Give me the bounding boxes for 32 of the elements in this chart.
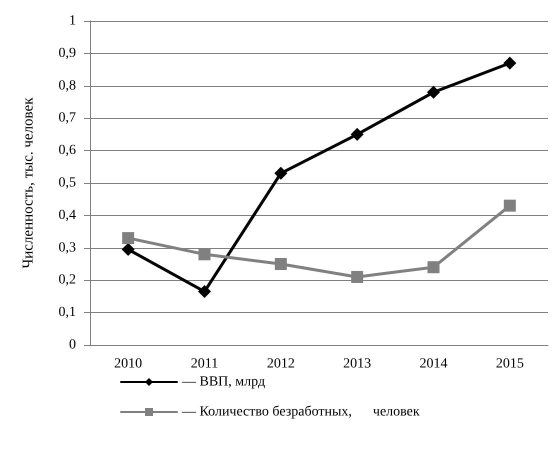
y-axis-title: Численность, тыс. человек bbox=[20, 96, 36, 268]
point bbox=[351, 270, 364, 283]
legend-label: — Количество безработных, человек bbox=[181, 404, 420, 420]
y-tick-label: 0,8 bbox=[58, 78, 76, 94]
x-tick-label: 2013 bbox=[343, 356, 372, 372]
point bbox=[122, 232, 134, 244]
y-tick-label: 0,3 bbox=[58, 240, 76, 256]
point bbox=[198, 248, 210, 260]
y-tick-label: 0,9 bbox=[58, 46, 76, 61]
point bbox=[350, 128, 364, 141]
point bbox=[503, 56, 516, 70]
y-tick-label: 1 bbox=[69, 14, 76, 28]
point bbox=[274, 258, 287, 270]
point bbox=[428, 261, 440, 274]
point bbox=[274, 166, 288, 180]
y-tick-label: 0,6 bbox=[58, 143, 76, 158]
legend-label: — ВВП, млрд bbox=[181, 374, 266, 390]
point bbox=[504, 200, 516, 212]
point bbox=[122, 242, 135, 256]
y-tick-label: 0 bbox=[69, 338, 76, 352]
y-tick-label: 0,7 bbox=[58, 110, 76, 126]
y-tick-label: 0,2 bbox=[58, 272, 76, 288]
y-tick-label: 0,5 bbox=[58, 176, 76, 190]
point bbox=[198, 285, 211, 298]
point bbox=[427, 86, 440, 99]
x-tick-label: 2015 bbox=[496, 356, 524, 372]
y-tick-label: 0,1 bbox=[58, 305, 76, 320]
y-tick-label: 0,4 bbox=[58, 208, 76, 223]
x-tick-label: 2012 bbox=[266, 356, 295, 372]
x-tick-label: 2010 bbox=[114, 356, 142, 372]
x-tick-label: 2011 bbox=[190, 356, 218, 372]
x-tick-label: 2014 bbox=[420, 356, 448, 372]
